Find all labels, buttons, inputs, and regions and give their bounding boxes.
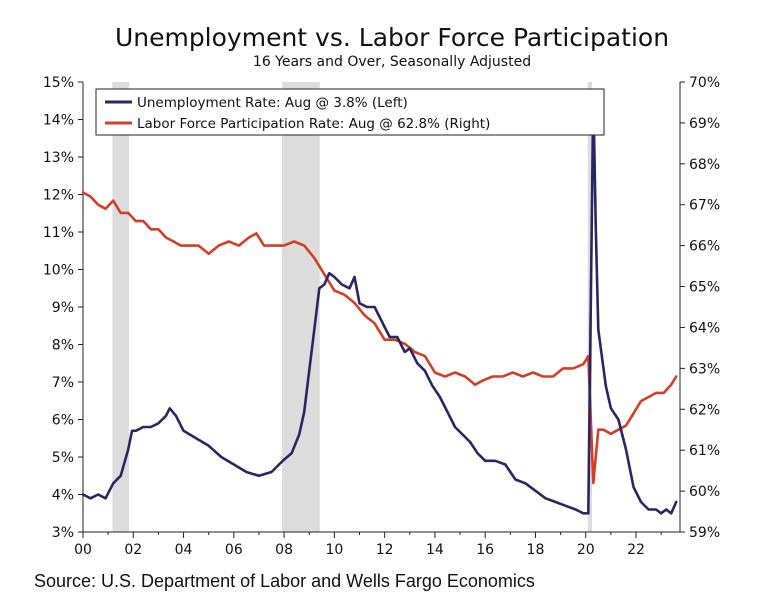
- chart-title: Unemployment vs. Labor Force Participati…: [115, 23, 669, 52]
- recession-bands: [112, 82, 593, 532]
- x-tick-label: 18: [527, 542, 545, 558]
- left-tick-label: 12%: [43, 188, 74, 204]
- chart-subtitle: 16 Years and Over, Seasonally Adjusted: [253, 54, 531, 70]
- series-line-participation: [81, 191, 678, 485]
- x-tick-label: 10: [325, 542, 343, 558]
- axes: 00 02 04 06 08 10 12 14 16 18 20 22 3% 4% 5% 6% 7% 8% 9% 10…: [43, 75, 720, 558]
- left-tick-label: 8%: [52, 338, 74, 354]
- x-tick-label: 20: [577, 542, 595, 558]
- right-tick-label: 64%: [689, 320, 720, 336]
- legend-label-participation: Labor Force Participation Rate: Aug @ 62…: [137, 116, 490, 132]
- right-tick-label: 61%: [689, 443, 720, 459]
- x-tick-label: 16: [476, 542, 494, 558]
- left-tick-label: 9%: [52, 300, 74, 316]
- right-tick-label: 68%: [689, 157, 720, 173]
- recession-band-0: [112, 82, 130, 532]
- legend-box: [95, 88, 605, 136]
- left-tick-label: 13%: [43, 150, 74, 166]
- x-tick-label: 02: [124, 542, 142, 558]
- series-lines: [81, 92, 678, 515]
- right-tick-label: 60%: [689, 484, 720, 500]
- x-tick-label: 12: [376, 542, 394, 558]
- legend: Unemployment Rate: Aug @ 3.8% (Left) Lab…: [95, 88, 605, 136]
- source-note: Source: U.S. Department of Labor and Wel…: [34, 571, 535, 591]
- left-tick-label: 5%: [52, 450, 74, 466]
- left-tick-label: 7%: [52, 375, 74, 391]
- right-tick-label: 66%: [689, 239, 720, 255]
- right-tick-label: 63%: [689, 361, 720, 377]
- x-tick-label: 04: [175, 542, 193, 558]
- x-tick-label: 22: [627, 542, 645, 558]
- right-tick-label: 65%: [689, 280, 720, 296]
- left-tick-label: 3%: [52, 525, 74, 541]
- x-tick-label: 00: [74, 542, 92, 558]
- x-tick-label: 14: [426, 542, 444, 558]
- x-tick-label: 08: [275, 542, 293, 558]
- right-tick-label: 70%: [689, 75, 720, 91]
- right-tick-label: 59%: [689, 525, 720, 541]
- left-tick-label: 6%: [52, 413, 74, 429]
- series-line-unemployment: [81, 92, 678, 515]
- left-tick-label: 11%: [43, 225, 74, 241]
- recession-band-1: [282, 82, 320, 532]
- right-tick-label: 67%: [689, 198, 720, 214]
- left-tick-label: 15%: [43, 75, 74, 91]
- right-tick-label: 62%: [689, 402, 720, 418]
- left-tick-label: 10%: [43, 263, 74, 279]
- x-tick-label: 06: [225, 542, 243, 558]
- legend-label-unemployment: Unemployment Rate: Aug @ 3.8% (Left): [137, 95, 408, 111]
- left-tick-label: 4%: [52, 488, 74, 504]
- left-tick-label: 14%: [43, 113, 74, 129]
- right-tick-label: 69%: [689, 116, 720, 132]
